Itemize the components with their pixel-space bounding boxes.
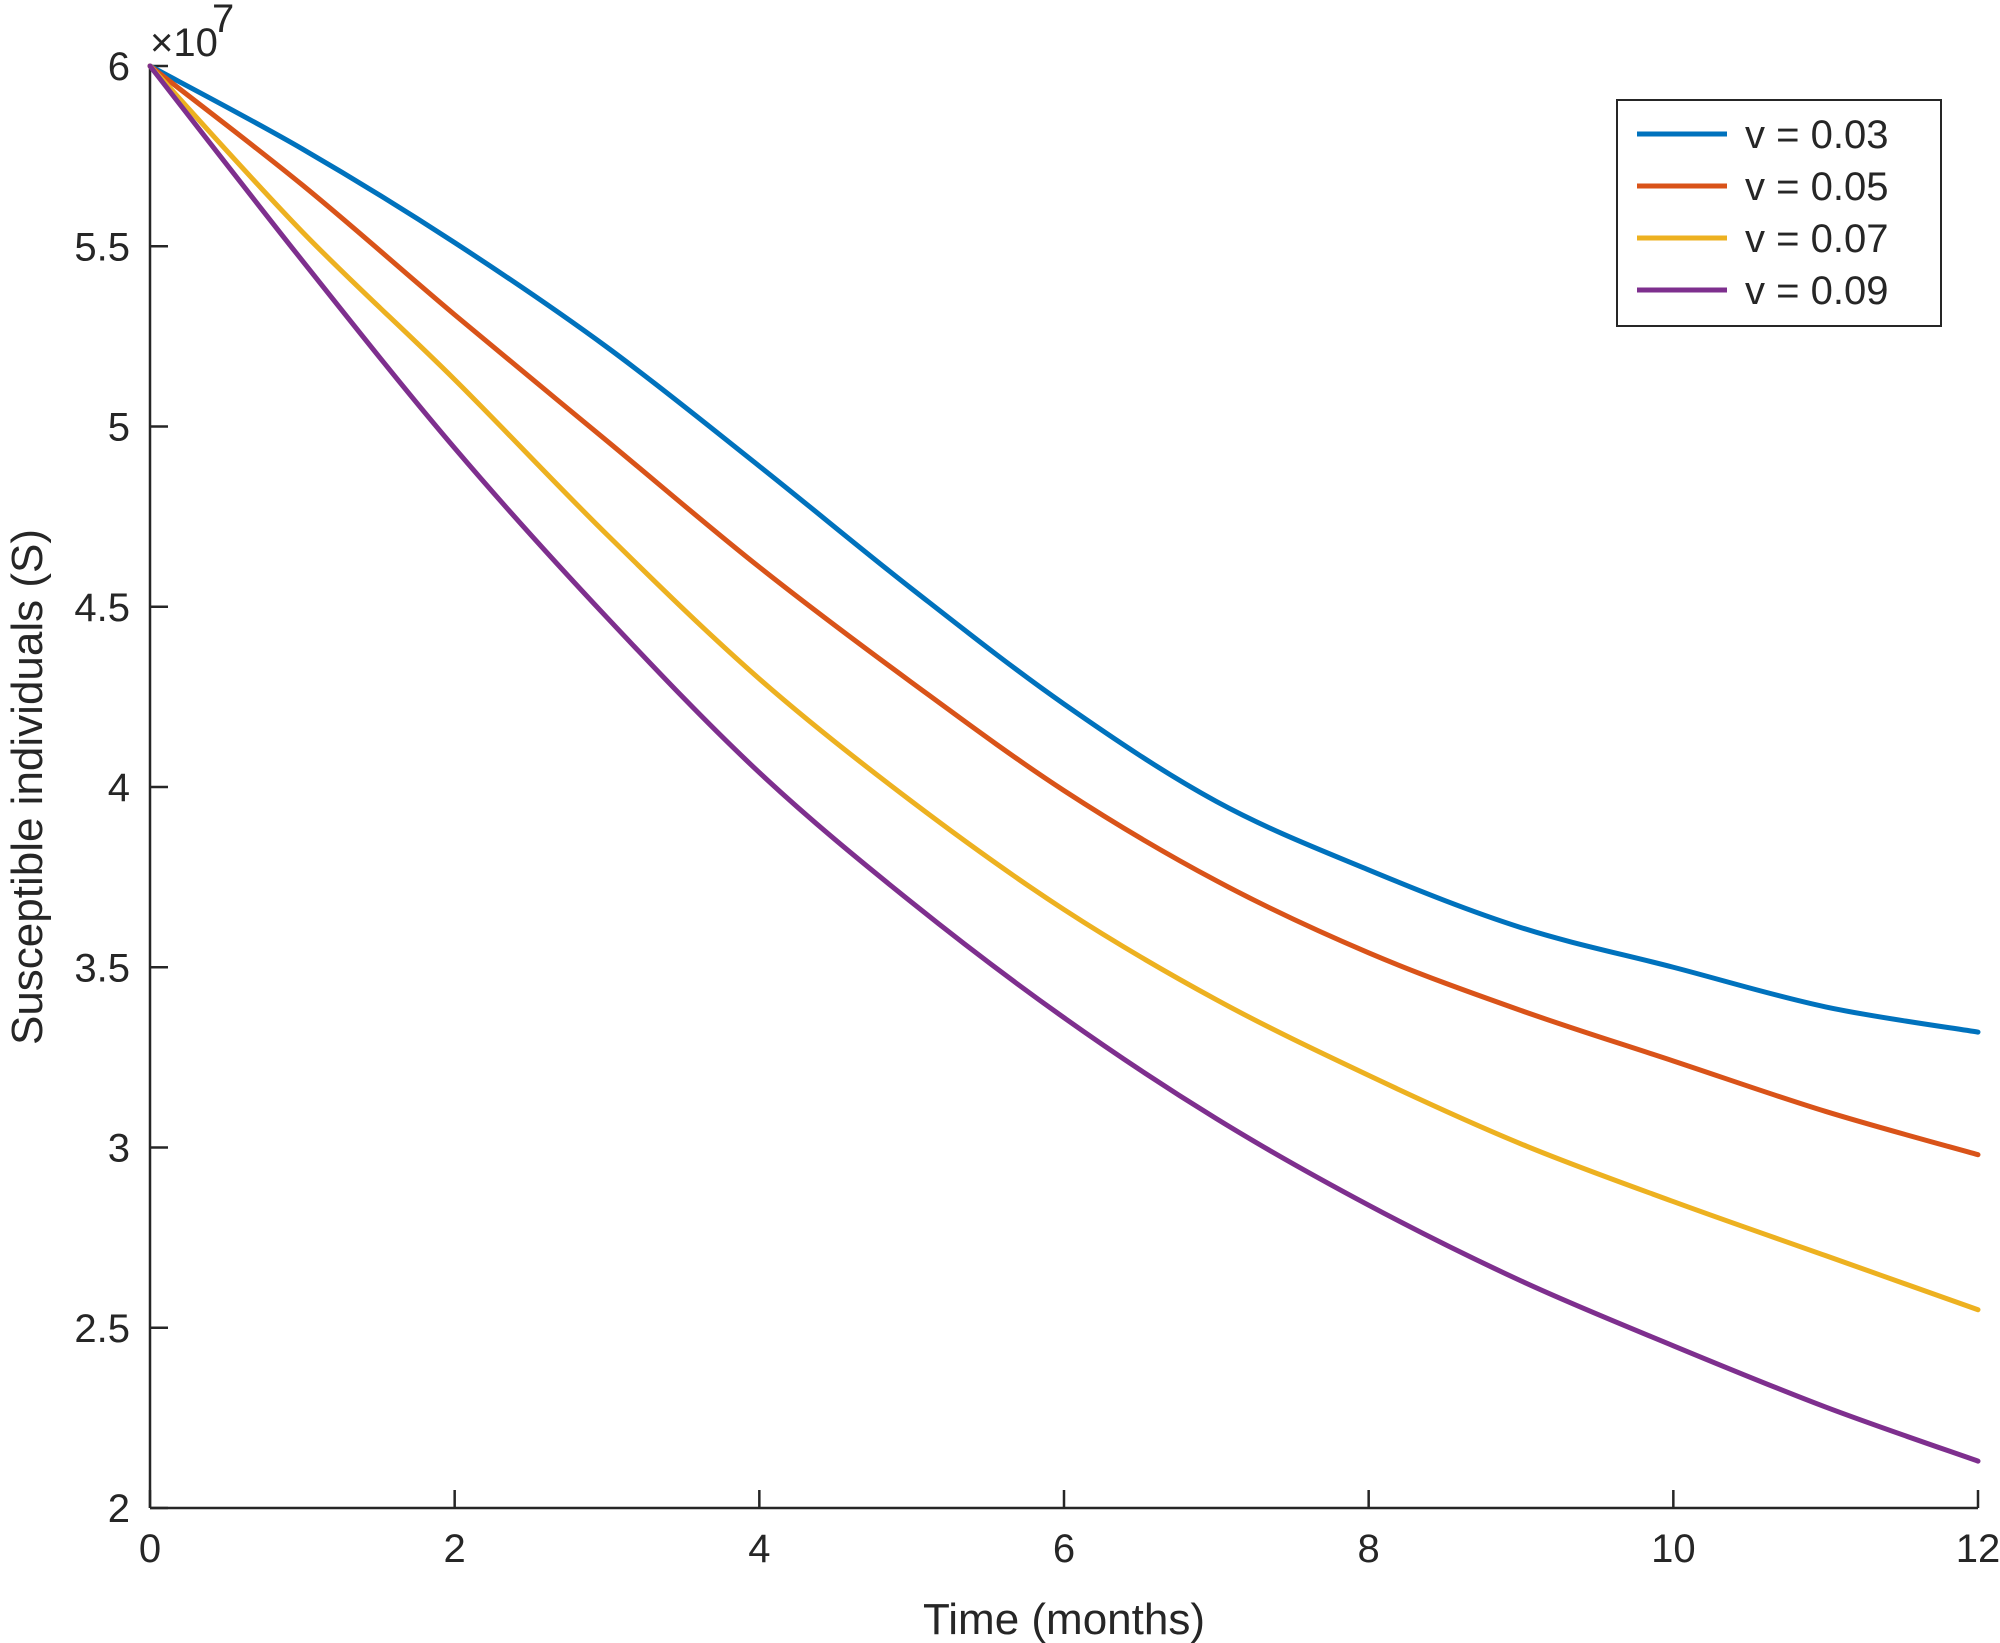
y-tick-label: 2 <box>108 1487 130 1531</box>
x-tick-label: 0 <box>139 1527 161 1571</box>
y-tick-label: 4 <box>108 766 130 810</box>
y-tick-label: 6 <box>108 45 130 89</box>
legend: v = 0.03 v = 0.05 v = 0.07 v = 0.09 <box>1616 99 1942 327</box>
y-ticks: 2 2.5 3 3.5 4 4.5 5 5.5 6 <box>74 45 168 1531</box>
series-line-2 <box>147 63 1981 1158</box>
y-tick-label: 5 <box>108 406 130 450</box>
y-tick-label: 2.5 <box>74 1307 130 1351</box>
x-tick-label: 8 <box>1358 1527 1380 1571</box>
y-tick-label: 4.5 <box>74 586 130 630</box>
x-tick-label: 2 <box>444 1527 466 1571</box>
series-line-1 <box>147 63 1981 1035</box>
y-tick-label: 3.5 <box>74 946 130 990</box>
y-tick-label: 5.5 <box>74 225 130 269</box>
series-line-4 <box>147 63 1981 1464</box>
x-tick-label: 4 <box>748 1527 770 1571</box>
legend-label: v = 0.09 <box>1745 269 1888 313</box>
series-line-3 <box>147 63 1981 1313</box>
x-tick-label: 12 <box>1956 1527 2000 1571</box>
y-multiplier-exponent: 7 <box>212 0 234 41</box>
x-tick-label: 10 <box>1651 1527 1696 1571</box>
legend-label: v = 0.07 <box>1745 217 1888 261</box>
x-axis-label: Time (months) <box>923 1595 1205 1643</box>
series-lines <box>147 63 1981 1464</box>
y-multiplier-label: ×10 <box>150 21 218 65</box>
x-tick-label: 6 <box>1053 1527 1075 1571</box>
x-ticks: 0 2 4 6 8 10 12 <box>139 1490 2000 1571</box>
legend-label: v = 0.05 <box>1745 165 1888 209</box>
legend-label: v = 0.03 <box>1745 113 1888 157</box>
y-tick-label: 3 <box>108 1127 130 1171</box>
y-axis-label: Susceptible individuals (S) <box>3 529 52 1045</box>
